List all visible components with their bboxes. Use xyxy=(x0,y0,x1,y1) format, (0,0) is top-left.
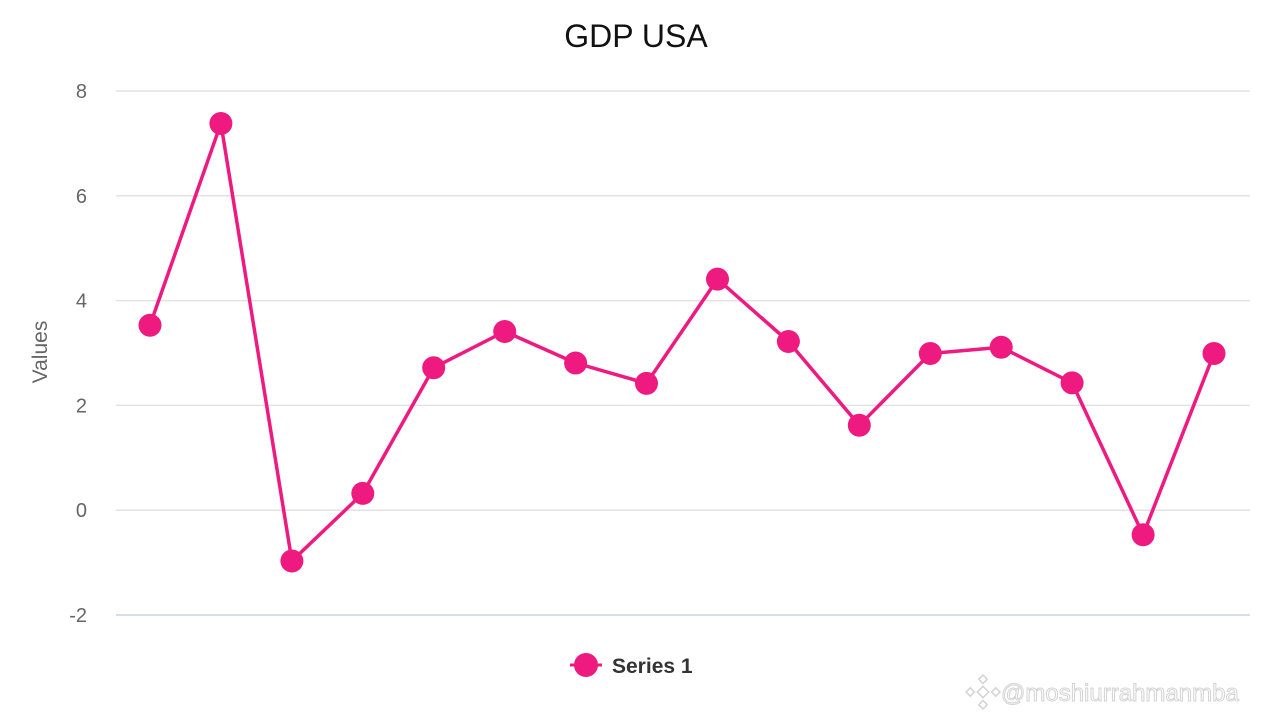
legend-series-marker-icon xyxy=(574,653,598,677)
watermark-text: @moshiurrahmanmba xyxy=(1001,680,1239,707)
y-axis-ticks: -2 0 2 4 6 8 xyxy=(69,81,87,627)
y-tick-label: 6 xyxy=(76,186,87,208)
y-axis-title: Values xyxy=(29,321,52,384)
y-tick-label: 2 xyxy=(76,395,87,417)
data-point[interactable]: -0.97 xyxy=(280,549,304,573)
data-point[interactable]: 2.43 xyxy=(1060,371,1084,395)
data-point[interactable]: 1.62 xyxy=(847,413,871,437)
y-tick-label: 0 xyxy=(76,500,87,522)
data-point[interactable]: 3.22 xyxy=(776,330,800,353)
series-layer: 3.53 7.38 -0.97 0.32 2.72 3.41 2.81 2.42 4.41 3.2… xyxy=(138,112,1226,573)
data-point[interactable]: 7.38 xyxy=(209,112,233,135)
legend[interactable]: Series 1 xyxy=(570,653,693,678)
data-point[interactable]: 3.41 xyxy=(493,320,517,343)
data-point[interactable]: 2.81 xyxy=(564,351,588,375)
y-tick-label: 8 xyxy=(76,81,87,103)
series-line xyxy=(148,121,1216,563)
legend-label: Series 1 xyxy=(612,655,693,678)
data-point[interactable]: -0.47 xyxy=(1131,523,1155,547)
data-point[interactable]: 2.99 xyxy=(1202,342,1226,365)
chart-title: GDP USA xyxy=(564,18,708,54)
data-point[interactable]: 2.72 xyxy=(422,356,446,380)
data-point[interactable]: 2.99 xyxy=(918,342,942,365)
data-point[interactable]: 4.41 xyxy=(706,267,729,291)
data-point[interactable]: 0.32 xyxy=(351,481,375,505)
data-point[interactable]: 3.11 xyxy=(989,335,1013,359)
watermark: @moshiurrahmanmba xyxy=(964,673,1240,711)
data-point[interactable]: 3.53 xyxy=(138,313,162,337)
binance-logo-icon xyxy=(964,673,1002,711)
data-point[interactable]: 2.42 xyxy=(635,371,658,395)
gridlines xyxy=(116,90,1250,616)
y-tick-label: -2 xyxy=(69,605,87,627)
y-tick-label: 4 xyxy=(76,291,87,313)
